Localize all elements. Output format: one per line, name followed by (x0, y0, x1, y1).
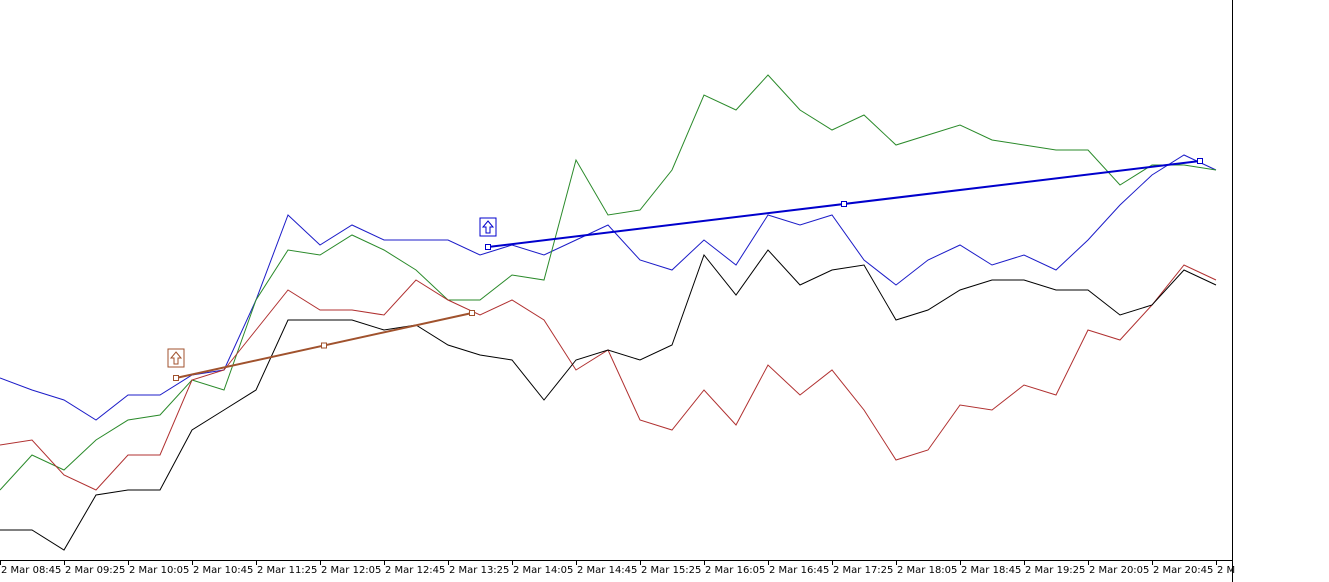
x-tick-label: 2 Mar 11:25 (257, 565, 317, 576)
x-tick-label: 2 Mar 18:05 (897, 565, 957, 576)
series-line (0, 154, 1217, 421)
x-tick-label: 2 Mar 20:45 (1153, 565, 1213, 576)
trendline-handle (173, 375, 179, 381)
x-tick-label: 2 Mar 19:25 (1025, 565, 1085, 576)
trendline-handle (485, 244, 491, 250)
trendline-handle (1197, 158, 1203, 164)
x-tick-label: 2 M (1217, 565, 1235, 576)
icon-arrow (481, 220, 495, 234)
x-tick-label: 2 Mar 09:25 (65, 565, 125, 576)
x-tick-label: 2 Mar 17:25 (833, 565, 893, 576)
buy-arrow-icon (167, 348, 185, 368)
trendline-handle (321, 342, 327, 349)
series-line (0, 249, 1217, 551)
x-tick-label: 2 Mar 13:25 (449, 565, 509, 576)
x-tick-label: 2 Mar 12:45 (385, 565, 445, 576)
x-tick-label: 2 Mar 12:05 (321, 565, 381, 576)
x-tick-label: 2 Mar 16:45 (769, 565, 829, 576)
buy-arrow-icon (479, 217, 497, 237)
x-tick-label: 2 Mar 20:05 (1089, 565, 1149, 576)
series-line (0, 74, 1217, 491)
x-tick-label: 2 Mar 16:05 (705, 565, 765, 576)
trendline-handle (841, 201, 847, 207)
icon-arrow (169, 351, 183, 365)
x-tick-label: 2 Mar 10:45 (193, 565, 253, 576)
x-tick-label: 2 Mar 10:05 (129, 565, 189, 576)
x-tick-label: 2 Mar 14:05 (513, 565, 573, 576)
x-tick-label: 2 Mar 15:25 (641, 565, 701, 576)
x-tick-label: 2 Mar 18:45 (961, 565, 1021, 576)
x-tick-label: 2 Mar 14:45 (577, 565, 637, 576)
trendline-handle (469, 310, 475, 316)
x-tick-label: 2 Mar 08:45 (1, 565, 61, 576)
